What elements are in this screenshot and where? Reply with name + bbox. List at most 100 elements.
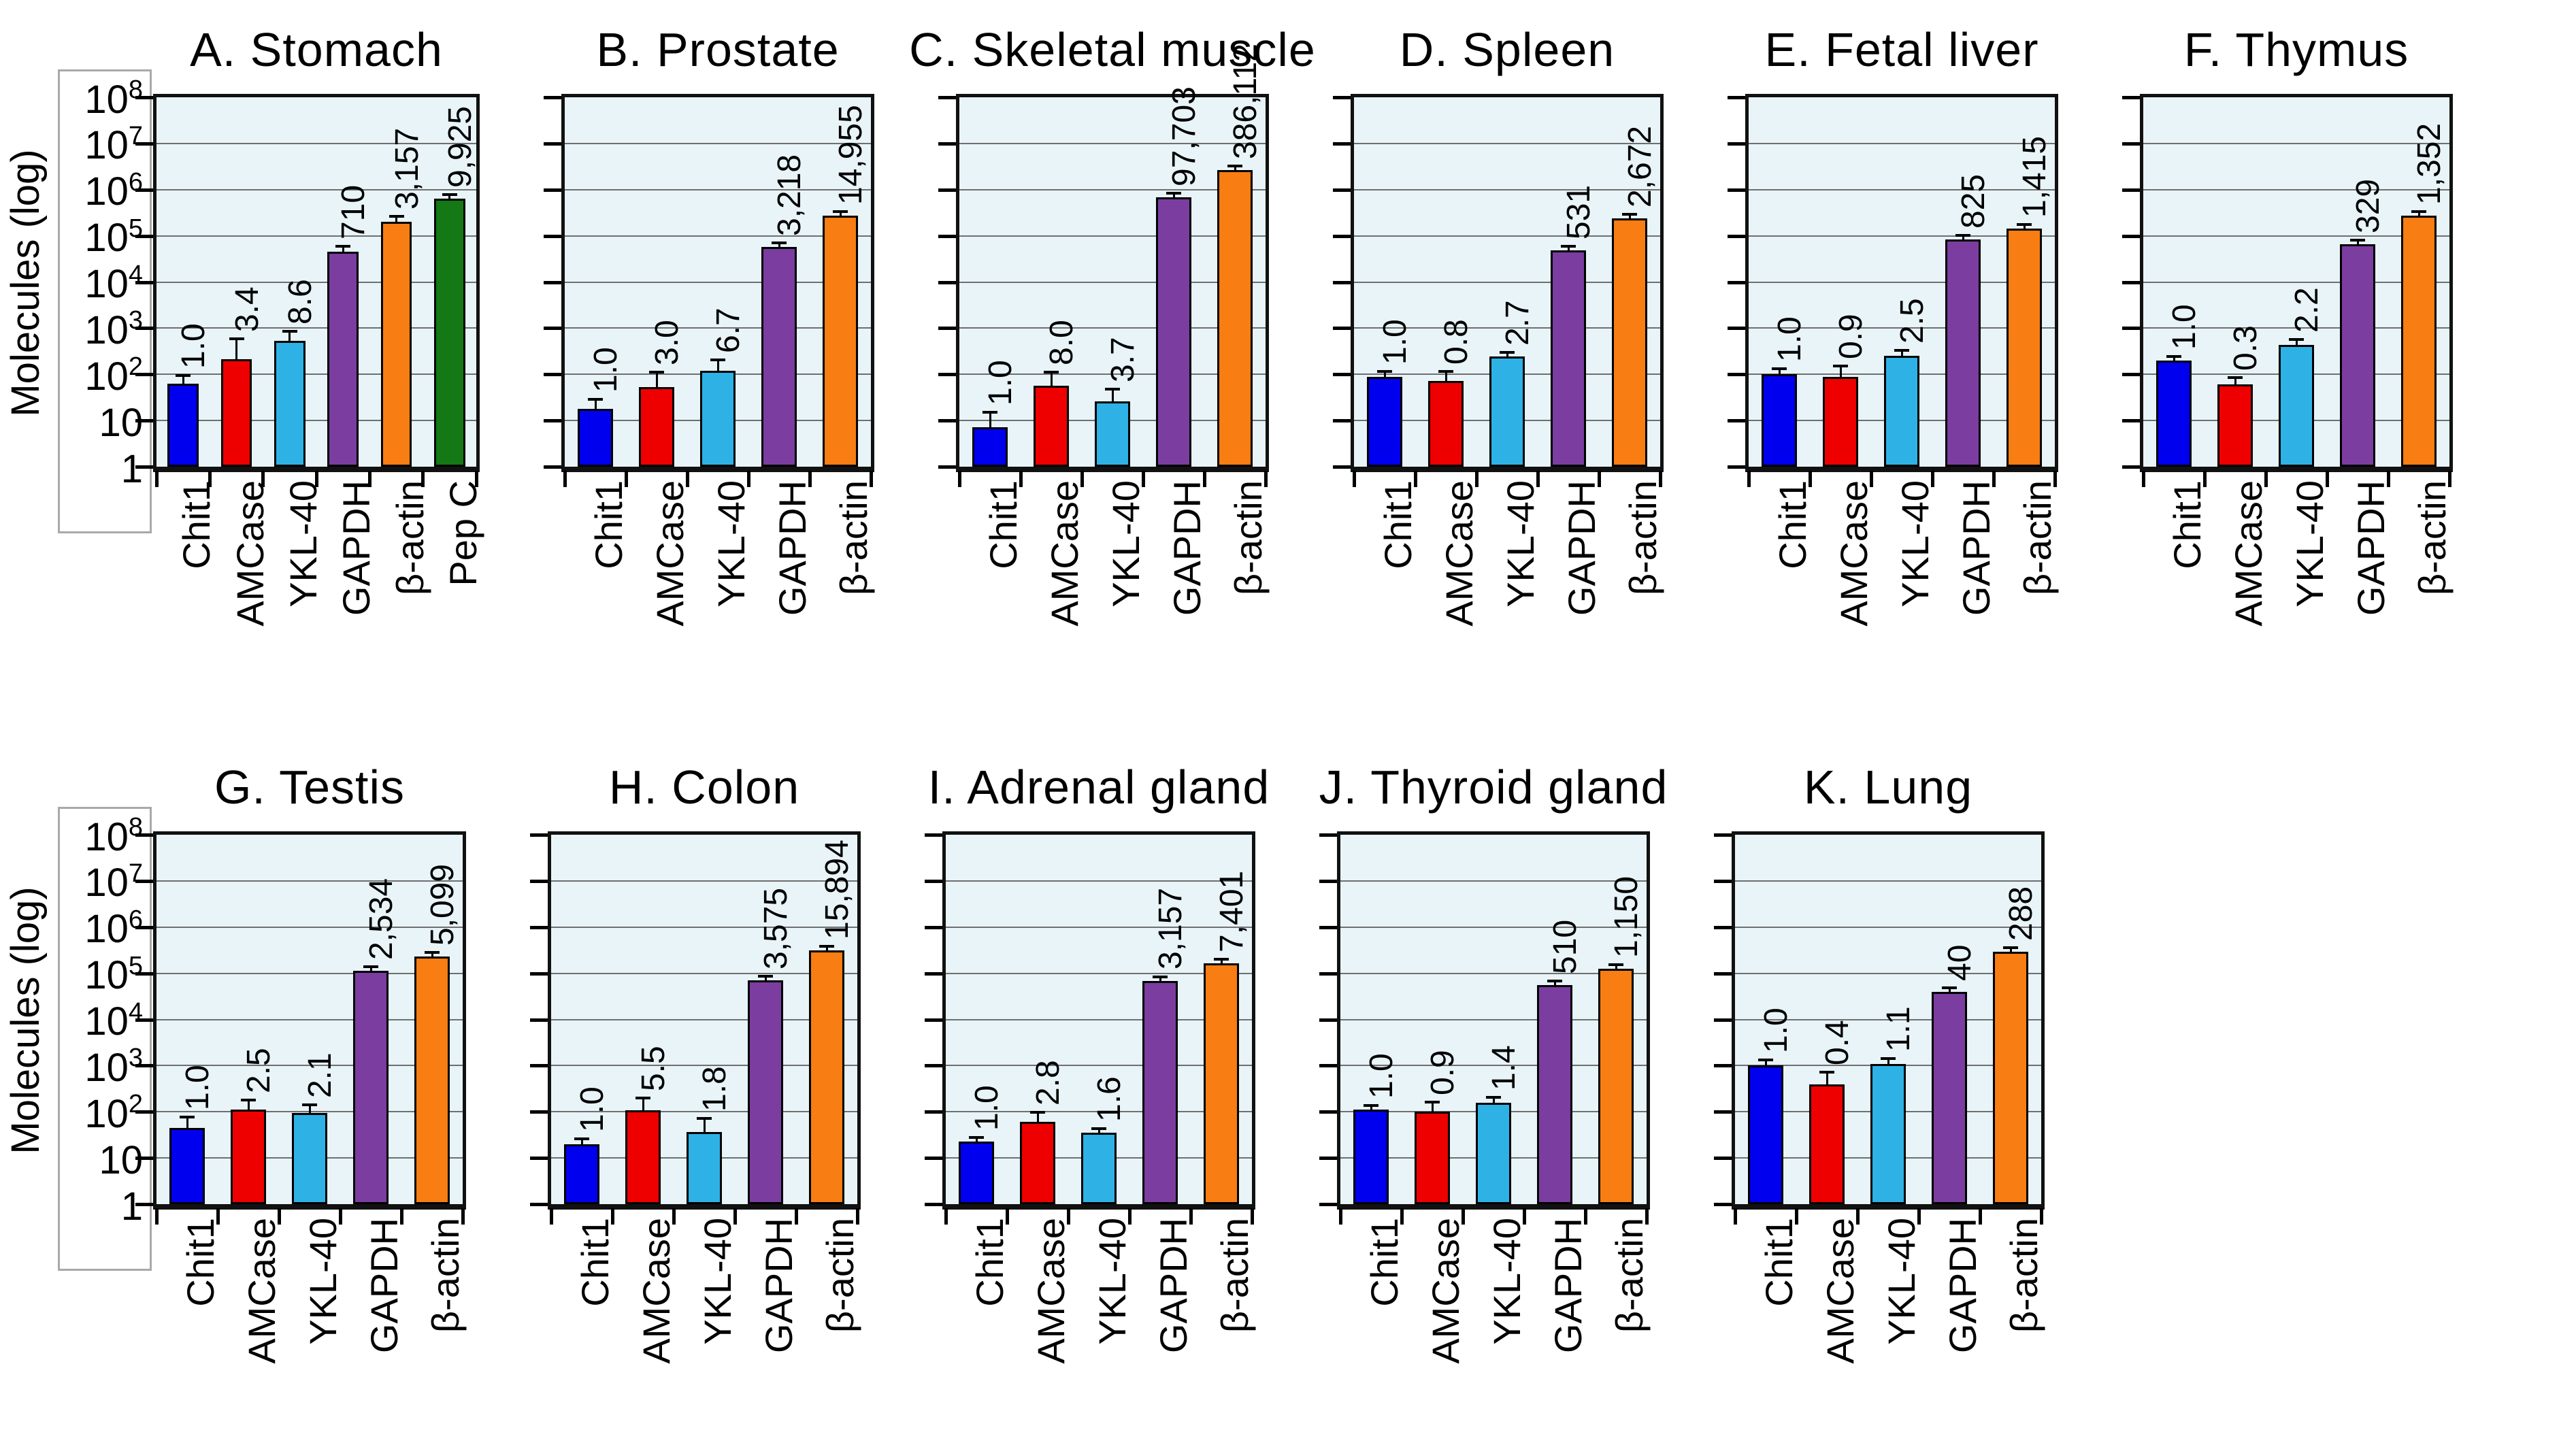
gridline (156, 880, 463, 882)
panel-title: A. Stomach (190, 23, 443, 76)
plot-area: 1.0 3.4 8.6 710 3,157 9,925 (135, 94, 480, 472)
y-axis-tick-label: 10 6 (84, 905, 143, 952)
category-label: GAPDH (363, 1218, 406, 1354)
y-axis-tick-label: 10 3 (84, 306, 143, 352)
bar-AMCase (2217, 384, 2253, 467)
bar-Chit1 (169, 1128, 205, 1204)
y-axis-tick-label: 10 2 (84, 1090, 143, 1136)
error-bar (2023, 225, 2026, 229)
gridline (959, 235, 1266, 237)
bar-Chit1 (1747, 1065, 1784, 1204)
error-bar-cap (442, 193, 457, 197)
y-axis-tickmark (135, 1110, 153, 1114)
gridline (551, 1111, 857, 1113)
bar-value-label: 288 (2003, 886, 2039, 942)
bar-value-label: 2.1 (302, 1052, 338, 1099)
x-axis-tickmark (1978, 1208, 1982, 1225)
bar-value-label: 0.3 (2228, 325, 2264, 371)
gridline (1749, 142, 2055, 144)
gridline (1340, 926, 1647, 928)
error-bar-cap (1622, 212, 1637, 216)
x-axis-tickmark (1250, 1208, 1254, 1225)
error-bar-cap (363, 965, 378, 968)
bar-value-label: 1,415 (2017, 136, 2053, 218)
category-label: YKL-40 (710, 480, 753, 608)
bar-value-label: 14,955 (833, 105, 869, 205)
bar-AMCase (1809, 1084, 1845, 1204)
category-label: YKL-40 (1499, 480, 1542, 608)
x-axis-tickmark (1855, 1208, 1860, 1225)
y-axis-tickmark (530, 1110, 548, 1114)
error-bar (825, 946, 828, 950)
category-label: β-actin (424, 1218, 467, 1333)
x-axis-tickmark (1992, 471, 1996, 487)
x-axis-tickmark (1264, 471, 1268, 487)
error-bar-cap (1364, 1103, 1378, 1107)
error-bar-cap (1547, 979, 1562, 982)
bar-β-actin (414, 957, 450, 1204)
x-axis-tickmark (1461, 1208, 1465, 1225)
error-bar-cap (697, 1117, 712, 1120)
x-axis-tickmark (2447, 471, 2451, 487)
y-axis-tickmark (925, 1064, 942, 1068)
gridline (959, 142, 1266, 144)
y-axis-tick-label: 1 (120, 446, 143, 491)
bar-value-label: 3,157 (389, 128, 425, 210)
panel-title: J. Thyroid gland (1319, 761, 1668, 814)
x-axis-tickmark (154, 471, 159, 487)
gridline (2143, 188, 2449, 190)
y-axis-tickmark (1333, 234, 1351, 238)
chart-panel-B: B. Prostate 1.0 3.0 6.7 3,218 14,955 Chit1 AMCa… (544, 5, 875, 690)
y-axis-tickmark (135, 142, 153, 146)
error-bar-cap (969, 1136, 984, 1140)
y-axis-tickmark (135, 925, 153, 929)
error-bar (1050, 372, 1053, 386)
category-label: Chit1 (1771, 480, 1814, 569)
plot-area-wrap: 1.0 2.8 1.6 3,157 7,401 Chit1 AMCase YKL-40 GAPD… (925, 831, 1256, 1427)
bar-AMCase (220, 359, 252, 467)
bar-value-label: 2,534 (363, 878, 399, 960)
chart-panel-H: H. Colon 1.0 5.5 1.8 3,575 15,894 Chit1 AMCase Y… (530, 743, 861, 1427)
bar-β-actin (1598, 968, 1634, 1204)
bar-value-label: 386,112 (1227, 43, 1264, 159)
y-axis-tickmark (925, 879, 942, 883)
gridline (959, 188, 1266, 190)
gridline (565, 142, 871, 144)
y-axis-tickmark (2122, 373, 2140, 377)
bar-Chit1 (1761, 374, 1798, 467)
plot-area: 1.0 5.5 1.8 3,575 15,894 (530, 831, 861, 1210)
x-axis-tickmark (1080, 471, 1084, 487)
plot-area-wrap: 1.0 0.3 2.2 329 1,352 Chit1 AMCase YKL-40 GAPDH β… (2122, 94, 2454, 690)
bar-YKL-40 (1094, 401, 1131, 467)
bar-value-label: 1.0 (1377, 318, 1413, 365)
error-bar-cap (758, 974, 773, 978)
x-axis-tickmark (794, 1208, 798, 1225)
y-axis-tickmark (1714, 879, 1732, 883)
y-axis-tickmark (544, 419, 561, 423)
error-bar-cap (710, 358, 725, 361)
error-bar (2234, 378, 2236, 385)
bar-value-label: 1.4 (1486, 1045, 1522, 1091)
y-axis-title: Molecules (log) (3, 149, 48, 417)
y-axis-tick-label: 10 7 (84, 859, 143, 905)
category-label: GAPDH (1955, 480, 1998, 616)
x-axis-tickmark (733, 1208, 737, 1225)
category-label: GAPDH (757, 1218, 800, 1354)
panel-title: G. Testis (214, 761, 405, 814)
category-label: β-actin (1213, 1218, 1256, 1333)
gridline (1340, 880, 1647, 882)
bar-value-label: 1.0 (1772, 316, 1808, 363)
y-axis-tickmark (544, 234, 561, 238)
plot-area-wrap: 1.0 2.5 2.1 2,534 5,099 Chit1 AMCase YKL-40 GAPD… (135, 831, 467, 1427)
gridline (1340, 972, 1647, 974)
error-bar (369, 966, 372, 971)
y-axis-tickmark (1714, 1064, 1732, 1068)
y-axis-tickmark (530, 1018, 548, 1022)
chart-panel-A: A. Stomach 1.0 3.4 8.6 710 3,157 9,925 Chit1 AMC… (135, 5, 484, 690)
bar-Pep C (434, 199, 465, 467)
bar-value-label: 8.0 (1044, 320, 1080, 366)
gridline (551, 972, 857, 974)
category-label: Chit1 (175, 480, 218, 569)
plot-area: 1.0 3.0 6.7 3,218 14,955 (544, 94, 874, 472)
x-axis-tickmark (1066, 1208, 1070, 1225)
